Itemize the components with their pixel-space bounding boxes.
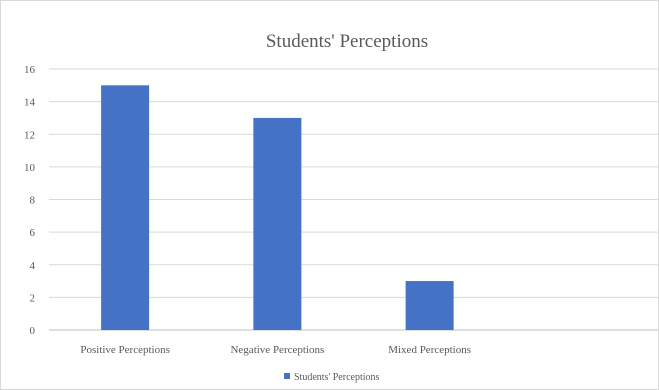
legend-swatch: [284, 373, 290, 379]
bars: [101, 85, 454, 330]
legend-label: Students' Perceptions: [294, 372, 380, 383]
y-tick-label: 8: [30, 195, 36, 207]
bar: [101, 85, 150, 330]
y-tick-label: 16: [24, 64, 36, 76]
y-tick-label: 6: [30, 227, 36, 239]
bar: [405, 281, 454, 330]
grid-lines: [49, 68, 658, 331]
x-category-label: Positive Perceptions: [80, 344, 170, 356]
x-category-label: Mixed Perceptions: [388, 344, 471, 356]
y-tick-label: 4: [30, 260, 36, 272]
chart-title: Students' Perceptions: [266, 31, 428, 52]
y-tick-label: 14: [24, 97, 36, 109]
y-tick-label: 12: [24, 129, 35, 141]
x-axis-categories: Positive Perceptions Negative Perceptions…: [80, 344, 471, 356]
bar: [253, 117, 302, 330]
y-axis-ticks: 0 2 4 6 8 10 12 14 16: [24, 64, 36, 337]
legend: Students' Perceptions: [284, 372, 380, 383]
y-tick-label: 0: [30, 325, 36, 337]
x-category-label: Negative Perceptions: [230, 344, 324, 356]
y-tick-label: 10: [24, 162, 36, 174]
y-tick-label: 2: [30, 292, 36, 304]
